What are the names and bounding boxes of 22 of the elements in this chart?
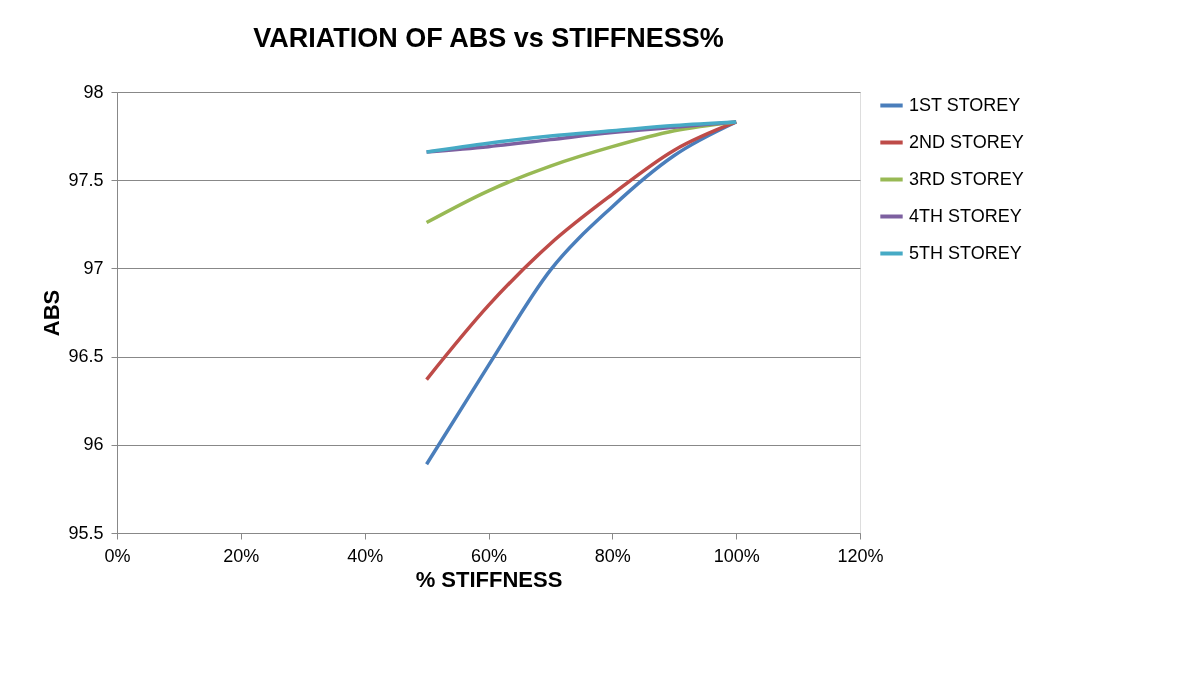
legend-label: 3RD STOREY — [909, 168, 1024, 189]
x-tick-label: 60% — [470, 545, 508, 566]
y-tick-label: 97 — [83, 257, 104, 278]
x-tick-label: 0% — [104, 545, 131, 566]
chart-title: VARIATION OF ABS vs STIFFNESS% — [253, 23, 724, 53]
y-axis-title: ABS — [39, 289, 65, 337]
x-tick-label: 40% — [347, 545, 384, 566]
y-tick-label: 96.5 — [68, 346, 104, 367]
legend-label: 5TH STOREY — [909, 242, 1022, 263]
x-tick-label: 80% — [594, 545, 631, 566]
legend-label: 2ND STOREY — [909, 131, 1024, 152]
y-tick-label: 95.5 — [68, 522, 104, 543]
y-tick-label: 98 — [83, 81, 104, 102]
y-tick-label: 96 — [83, 434, 104, 455]
x-axis-title: % STIFFNESS — [415, 566, 563, 592]
x-tick-label: 100% — [713, 545, 760, 566]
line-series — [424, 120, 738, 382]
legend-label: 1ST STOREY — [909, 94, 1021, 115]
y-tick-label: 97.5 — [68, 169, 104, 190]
legend-label: 4TH STOREY — [909, 205, 1022, 226]
x-tick-label: 120% — [837, 545, 884, 566]
x-tick-label: 20% — [223, 545, 260, 566]
